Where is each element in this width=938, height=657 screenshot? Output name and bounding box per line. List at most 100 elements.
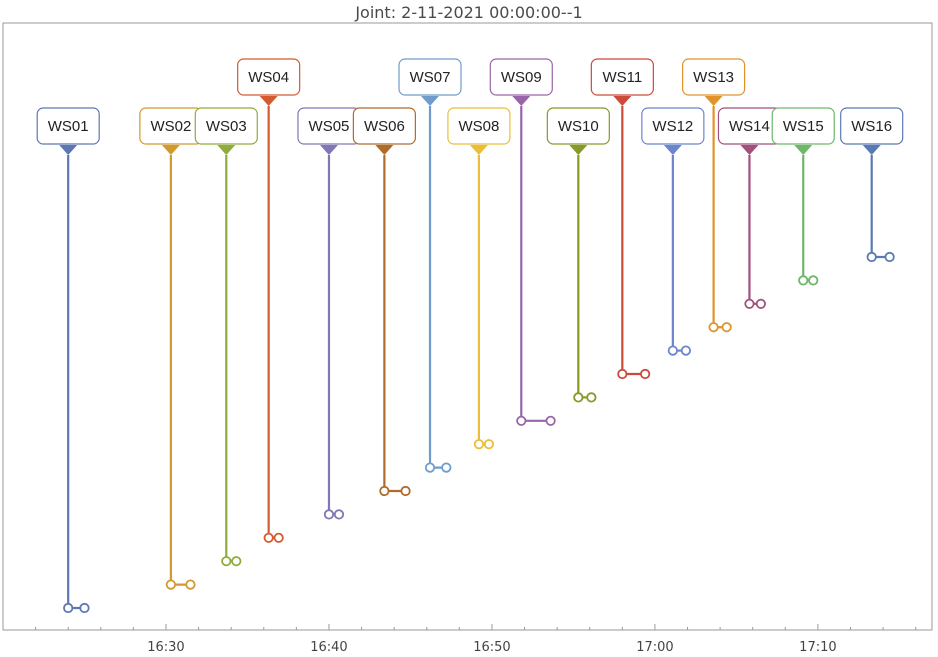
events-layer: WS01 WS02 WS03 WS04 WS05 WS06 WS07 WS08 WS09 WS10… bbox=[36, 58, 904, 614]
x-tick-label: 16:30 bbox=[147, 640, 184, 655]
event-endpoint-marker bbox=[744, 298, 755, 309]
event-endpoint-marker bbox=[323, 509, 335, 520]
event-label: WS14 bbox=[729, 118, 770, 135]
event-ws02: WS02 bbox=[139, 107, 203, 590]
event-label-box bbox=[352, 107, 416, 145]
event-endpoint-marker bbox=[473, 439, 485, 450]
event-ws15: WS15 bbox=[771, 107, 835, 286]
event-label: WS01 bbox=[48, 118, 89, 135]
event-pointer-icon bbox=[663, 145, 682, 155]
event-ws03: WS03 bbox=[194, 107, 258, 567]
event-ws10: WS10 bbox=[546, 107, 610, 403]
event-endpoint-marker bbox=[667, 345, 678, 356]
event-pointer-icon bbox=[469, 145, 488, 155]
event-endpoint-marker bbox=[545, 415, 556, 426]
event-ws12: WS12 bbox=[641, 107, 705, 356]
event-label-box bbox=[682, 58, 746, 96]
x-tick-label: 17:00 bbox=[636, 640, 673, 655]
event-endpoint-marker bbox=[79, 602, 90, 614]
event-label: WS11 bbox=[602, 69, 642, 86]
event-pointer-icon bbox=[569, 145, 588, 155]
event-ws14: WS14 bbox=[717, 107, 782, 309]
event-pointer-icon bbox=[161, 145, 180, 155]
event-ws16: WS16 bbox=[840, 107, 904, 263]
event-endpoint-marker bbox=[400, 485, 411, 497]
event-ws04: WS04 bbox=[237, 58, 301, 543]
event-endpoint-marker bbox=[680, 345, 691, 356]
event-pointer-icon bbox=[740, 145, 759, 155]
event-pointer-icon bbox=[794, 145, 813, 155]
event-label: WS07 bbox=[410, 69, 451, 86]
event-label-box bbox=[641, 107, 705, 145]
event-label: WS09 bbox=[501, 69, 542, 86]
event-pointer-icon bbox=[259, 96, 278, 106]
event-endpoint-marker bbox=[273, 532, 284, 543]
event-pointer-icon bbox=[704, 96, 723, 106]
event-label-box bbox=[447, 107, 511, 145]
event-ws11: WS11 bbox=[590, 58, 654, 380]
event-label-box bbox=[398, 58, 462, 96]
event-label: WS04 bbox=[248, 69, 289, 86]
event-label: WS06 bbox=[364, 118, 405, 135]
chart-title: Joint: 2-11-2021 00:00:00--1 bbox=[354, 3, 582, 22]
event-label-box bbox=[489, 58, 553, 96]
event-endpoint-marker bbox=[221, 556, 232, 567]
event-ws08: WS08 bbox=[447, 107, 511, 450]
event-label-box bbox=[194, 107, 258, 145]
x-tick-label: 16:40 bbox=[310, 640, 347, 655]
event-ws06: WS06 bbox=[352, 107, 416, 497]
event-endpoint-marker bbox=[755, 298, 766, 309]
event-pointer-icon bbox=[512, 96, 531, 106]
event-endpoint-marker bbox=[185, 579, 196, 590]
event-endpoint-marker bbox=[586, 392, 597, 403]
event-endpoint-marker bbox=[165, 579, 176, 590]
event-endpoint-marker bbox=[379, 485, 390, 497]
event-label: WS03 bbox=[206, 118, 247, 135]
event-label: WS05 bbox=[309, 118, 350, 135]
event-endpoint-marker bbox=[483, 439, 495, 450]
x-tick-label: 17:10 bbox=[799, 640, 836, 655]
event-endpoint-marker bbox=[866, 251, 877, 263]
event-endpoint-marker bbox=[333, 509, 345, 520]
event-ws13: WS13 bbox=[682, 58, 746, 333]
event-label: WS12 bbox=[652, 118, 693, 135]
event-endpoint-marker bbox=[516, 415, 527, 426]
event-label-box bbox=[771, 107, 835, 145]
event-pointer-icon bbox=[319, 145, 338, 155]
event-ws09: WS09 bbox=[489, 58, 556, 426]
event-pointer-icon bbox=[421, 96, 440, 106]
x-axis-ticks: 16:30 16:40 16:50 17:00 17:10 bbox=[2, 624, 917, 655]
event-label: WS02 bbox=[150, 118, 191, 135]
event-endpoint-marker bbox=[424, 462, 436, 473]
event-label-box bbox=[590, 58, 654, 96]
event-ws05: WS05 bbox=[297, 107, 361, 520]
event-endpoint-marker bbox=[884, 251, 895, 263]
event-endpoint-marker bbox=[617, 368, 628, 380]
event-pointer-icon bbox=[613, 96, 632, 106]
event-endpoint-marker bbox=[808, 275, 819, 286]
event-label-box bbox=[546, 107, 610, 145]
event-label: WS10 bbox=[558, 118, 599, 135]
event-ws07: WS07 bbox=[398, 58, 462, 473]
event-endpoint-marker bbox=[231, 556, 242, 567]
event-endpoint-marker bbox=[63, 602, 74, 614]
event-pointer-icon bbox=[375, 145, 394, 155]
plot-frame bbox=[2, 22, 933, 631]
event-label: WS08 bbox=[458, 118, 499, 135]
event-endpoint-marker bbox=[640, 368, 651, 380]
event-ws01: WS01 bbox=[36, 107, 100, 614]
event-endpoint-marker bbox=[721, 322, 732, 333]
event-label: WS15 bbox=[783, 118, 824, 135]
event-endpoint-marker bbox=[573, 392, 584, 403]
event-endpoint-marker bbox=[708, 322, 719, 333]
event-label-box bbox=[237, 58, 301, 96]
event-pointer-icon bbox=[59, 145, 78, 155]
event-label-box bbox=[840, 107, 904, 145]
event-pointer-icon bbox=[217, 145, 236, 155]
event-pointer-icon bbox=[862, 145, 881, 155]
x-tick-label: 16:50 bbox=[473, 640, 510, 655]
event-label: WS13 bbox=[693, 69, 734, 86]
event-endpoint-marker bbox=[798, 275, 809, 286]
